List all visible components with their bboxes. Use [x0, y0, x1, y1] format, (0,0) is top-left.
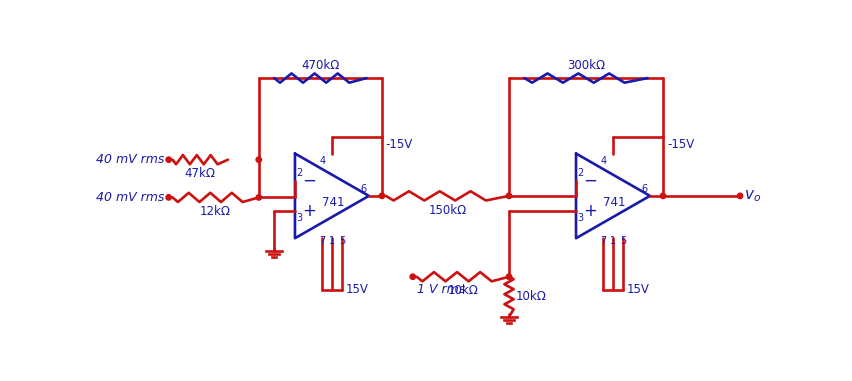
Text: 5: 5: [620, 236, 626, 246]
Text: −: −: [302, 171, 317, 190]
Text: 10kΩ: 10kΩ: [447, 285, 478, 298]
Text: 6: 6: [642, 184, 648, 194]
Text: 4: 4: [601, 156, 607, 166]
Text: $v_o$: $v_o$: [744, 188, 761, 204]
Text: -15V: -15V: [667, 138, 694, 151]
Circle shape: [506, 193, 512, 199]
Text: 1: 1: [329, 236, 335, 246]
Text: 150kΩ: 150kΩ: [429, 203, 467, 216]
Text: 1 V rms: 1 V rms: [417, 283, 465, 296]
Text: 4: 4: [320, 156, 325, 166]
Text: 741: 741: [322, 195, 345, 208]
Text: 10kΩ: 10kΩ: [516, 290, 547, 303]
Text: -15V: -15V: [386, 138, 413, 151]
Circle shape: [379, 193, 384, 199]
Circle shape: [506, 274, 512, 279]
Text: −: −: [584, 171, 597, 190]
Text: 2: 2: [578, 168, 584, 178]
Text: 3: 3: [296, 213, 302, 223]
Text: 15V: 15V: [627, 283, 650, 296]
Text: +: +: [302, 202, 317, 220]
Text: 300kΩ: 300kΩ: [567, 59, 605, 72]
Text: 15V: 15V: [346, 283, 369, 296]
Text: 6: 6: [360, 184, 366, 194]
Text: 7: 7: [600, 236, 606, 246]
Circle shape: [256, 195, 262, 200]
Circle shape: [166, 195, 171, 200]
Text: 40 mV rms: 40 mV rms: [96, 191, 164, 204]
Circle shape: [737, 193, 743, 199]
Text: 2: 2: [296, 168, 302, 178]
Circle shape: [660, 193, 665, 199]
Text: 470kΩ: 470kΩ: [302, 59, 340, 72]
Text: 1: 1: [610, 236, 616, 246]
Circle shape: [256, 157, 262, 162]
Circle shape: [410, 274, 416, 279]
Text: 7: 7: [319, 236, 325, 246]
Text: 3: 3: [578, 213, 584, 223]
Text: 12kΩ: 12kΩ: [200, 205, 231, 218]
Text: 5: 5: [339, 236, 345, 246]
Text: 47kΩ: 47kΩ: [185, 167, 216, 180]
Text: 40 mV rms: 40 mV rms: [96, 153, 164, 166]
Text: 741: 741: [603, 195, 625, 208]
Circle shape: [166, 157, 171, 162]
Text: +: +: [584, 202, 597, 220]
